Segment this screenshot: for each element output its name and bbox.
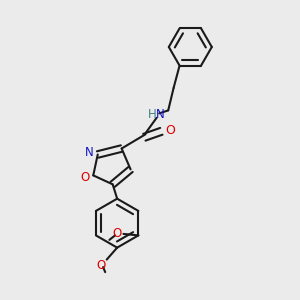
Text: N: N [84, 146, 93, 159]
Text: N: N [156, 108, 164, 121]
Text: H: H [147, 108, 156, 121]
Text: O: O [113, 227, 122, 240]
Text: O: O [96, 259, 105, 272]
Text: O: O [81, 171, 90, 184]
Text: O: O [165, 124, 175, 137]
